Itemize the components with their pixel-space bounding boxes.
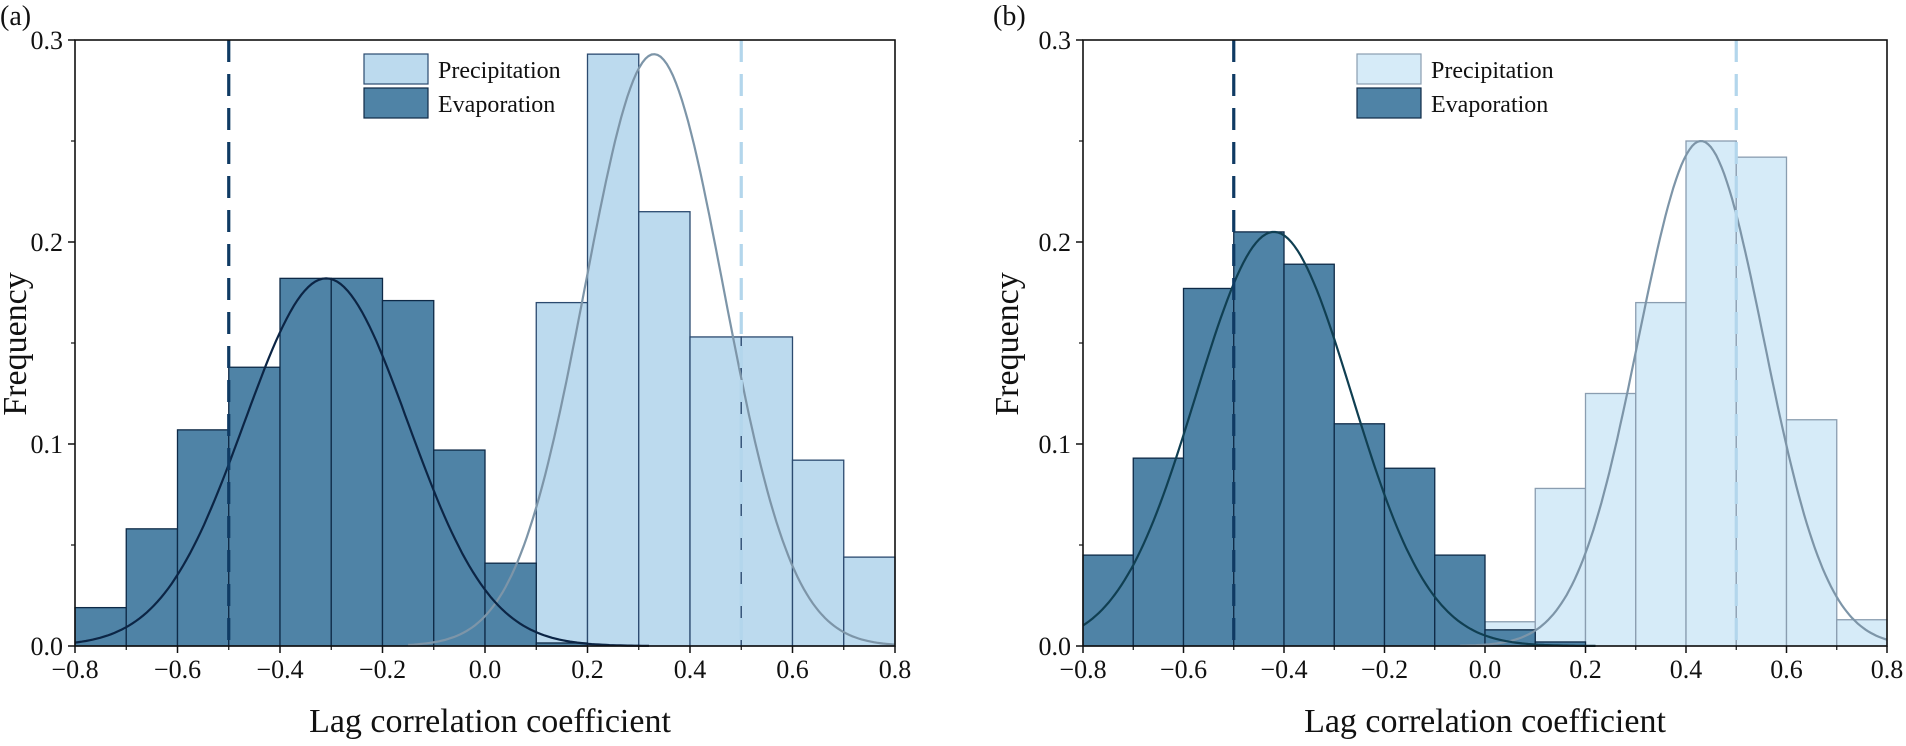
- histogram-bars: [1082, 140, 1888, 647]
- legend-swatch-precipitation: [363, 53, 429, 85]
- x-tick-label: −0.4: [1260, 655, 1307, 684]
- x-tick-label: −0.2: [359, 655, 406, 684]
- y-tick-label: 0.2: [31, 228, 64, 257]
- bar-precipitation: [1584, 392, 1637, 647]
- bar-precipitation: [843, 556, 896, 647]
- x-tick-label: 0.8: [1871, 655, 1904, 684]
- x-tick-label: −0.8: [51, 655, 98, 684]
- x-tick-label: 0.2: [571, 655, 604, 684]
- x-tick-label: 0.0: [469, 655, 502, 684]
- legend: Precipitation Evaporation: [1356, 53, 1554, 119]
- x-tick-label: 0.4: [1670, 655, 1703, 684]
- x-tick-label: −0.2: [1361, 655, 1408, 684]
- bar-precipitation: [535, 301, 589, 647]
- x-tick-label: 0.6: [776, 655, 809, 684]
- y-axis-ticks: 0.0 0.1 0.2 0.3: [1039, 26, 1083, 661]
- x-tick-label: −0.6: [1160, 655, 1207, 684]
- bar-precipitation: [1685, 140, 1737, 647]
- histogram-bars: [74, 53, 896, 647]
- bar-evaporation: [279, 277, 332, 647]
- y-tick-label: 0.0: [31, 632, 64, 661]
- x-tick-label: −0.4: [256, 655, 303, 684]
- x-axis-ticks: −0.8 −0.6 −0.4 −0.2 0.0 0.2 0.4 0.6 0.8: [1059, 646, 1903, 684]
- bar-evaporation: [330, 277, 384, 647]
- x-tick-label: −0.8: [1059, 655, 1106, 684]
- fit-curve-precipitation: [408, 53, 896, 646]
- panel-b: (b) −0.8 −0.6 −0.4 −0.2 0.0 0.2 0.4 0.6 0.8 0.00…: [989, 1, 1903, 740]
- fit-curves: [74, 53, 896, 647]
- bar-precipitation: [791, 459, 845, 647]
- fit-curve-precipitation: [1459, 139, 1888, 647]
- panel-a: (a) −0.8 −0.6 −0.4 −0.2 0.0 0.2 0.4 0.6 0.8 0.00…: [0, 1, 911, 740]
- bar-precipitation: [638, 211, 691, 647]
- fit-curve-evaporation: [1082, 230, 1596, 647]
- bar-evaporation: [1233, 231, 1285, 647]
- legend-swatch-evaporation: [1356, 87, 1422, 119]
- bar-evaporation: [74, 606, 127, 647]
- y-axis-ticks: 0.0 0.1 0.2 0.3: [31, 26, 75, 661]
- bar-evaporation: [381, 299, 435, 647]
- legend-swatch-precipitation: [1356, 53, 1422, 85]
- y-tick-label: 0.1: [31, 430, 64, 459]
- bar-evaporation: [1333, 423, 1386, 647]
- bar-precipitation: [586, 53, 640, 647]
- y-axis-title: Frequency: [0, 272, 34, 416]
- legend-label-precipitation: Precipitation: [1431, 58, 1554, 84]
- bar-evaporation: [1283, 263, 1335, 647]
- legend-label-precipitation: Precipitation: [438, 58, 561, 84]
- x-tick-label: 0.6: [1770, 655, 1803, 684]
- y-tick-label: 0.3: [1039, 26, 1072, 55]
- bar-evaporation: [176, 429, 230, 647]
- x-tick-label: −0.6: [154, 655, 201, 684]
- y-tick-label: 0.0: [1039, 632, 1072, 661]
- bar-precipitation: [689, 336, 742, 647]
- bar-evaporation: [1182, 287, 1235, 647]
- fit-curves: [1082, 139, 1888, 647]
- bar-precipitation: [1785, 419, 1838, 647]
- legend: Precipitation Evaporation: [363, 53, 561, 119]
- bar-precipitation: [1735, 156, 1788, 647]
- bar-evaporation: [228, 366, 281, 647]
- bar-precipitation: [1635, 301, 1687, 647]
- bar-precipitation: [1534, 487, 1587, 647]
- x-axis-ticks: −0.8 −0.6 −0.4 −0.2 0.0 0.2 0.4 0.6 0.8: [51, 646, 911, 684]
- y-tick-label: 0.3: [31, 26, 64, 55]
- panel-label: (a): [0, 1, 31, 32]
- legend-label-evaporation: Evaporation: [438, 92, 555, 118]
- x-axis-title: Lag correlation coefficient: [1304, 703, 1666, 740]
- x-tick-label: 0.8: [879, 655, 912, 684]
- bar-evaporation: [1082, 554, 1134, 647]
- x-axis-title: Lag correlation coefficient: [309, 703, 671, 740]
- panel-label: (b): [993, 1, 1026, 32]
- x-tick-label: 0.4: [674, 655, 707, 684]
- bar-precipitation: [1836, 619, 1888, 647]
- fit-curve-evaporation: [74, 277, 649, 647]
- legend-label-evaporation: Evaporation: [1431, 92, 1548, 118]
- y-tick-label: 0.2: [1039, 228, 1072, 257]
- y-axis-title: Frequency: [989, 272, 1026, 416]
- x-tick-label: 0.0: [1469, 655, 1502, 684]
- y-tick-label: 0.1: [1039, 430, 1072, 459]
- legend-swatch-evaporation: [363, 87, 429, 119]
- x-tick-label: 0.2: [1569, 655, 1602, 684]
- bar-evaporation: [1132, 457, 1185, 647]
